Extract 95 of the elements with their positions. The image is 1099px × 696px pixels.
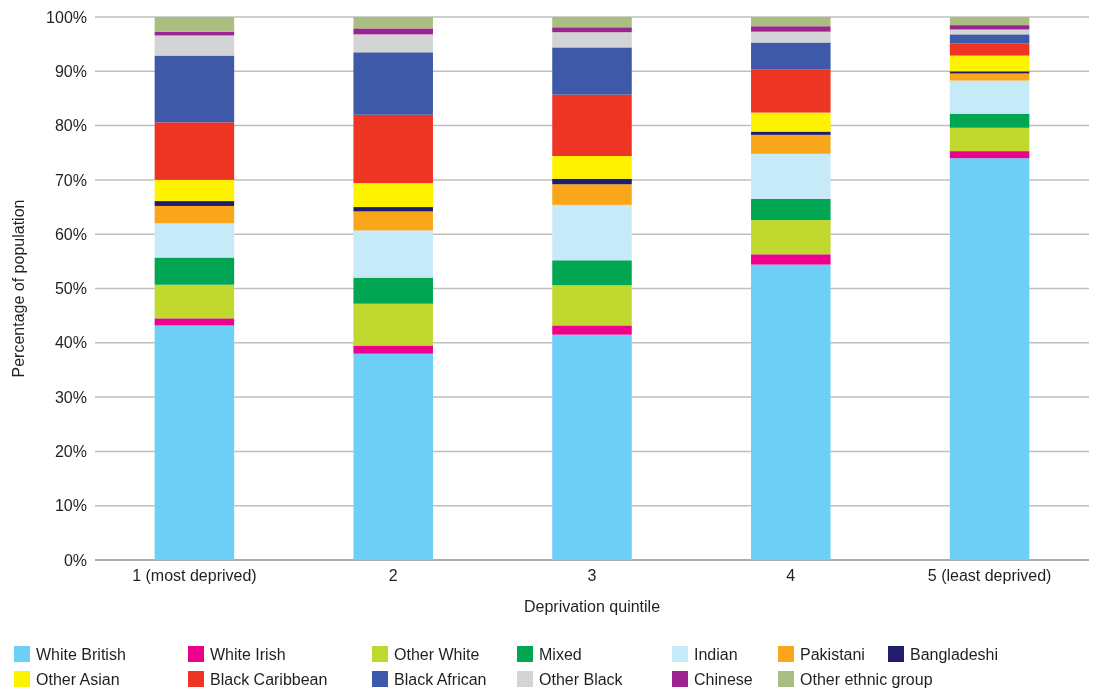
bar <box>353 211 433 231</box>
bar <box>353 17 433 29</box>
bar <box>353 277 433 304</box>
bar <box>751 220 831 255</box>
bar <box>552 32 632 48</box>
bar <box>154 122 235 180</box>
bar <box>353 345 433 354</box>
bar <box>552 334 632 560</box>
bar <box>154 17 235 32</box>
bar <box>949 17 1030 26</box>
bar <box>751 69 831 113</box>
bar <box>552 204 632 261</box>
legend-label: White British <box>36 646 126 663</box>
bar <box>353 207 433 212</box>
bar <box>552 325 632 335</box>
bar <box>949 151 1030 159</box>
bar <box>552 17 632 28</box>
bar <box>154 55 235 123</box>
y-tick-label: 60% <box>54 225 87 243</box>
bar <box>552 156 632 179</box>
y-tick-label: 100% <box>46 8 87 26</box>
bar <box>154 205 235 224</box>
bar <box>154 201 235 206</box>
bar <box>154 223 235 258</box>
bar <box>949 29 1030 35</box>
bar <box>353 303 433 346</box>
legend-label: Other White <box>394 646 480 663</box>
bar <box>751 31 831 43</box>
y-tick-label: 50% <box>54 280 87 298</box>
bar <box>949 158 1030 560</box>
bar <box>949 34 1030 44</box>
bar <box>353 353 433 560</box>
y-tick-label: 30% <box>54 388 87 406</box>
bar <box>949 55 1030 72</box>
legend-label: Other ethnic group <box>800 671 933 688</box>
legend-label: Other Asian <box>36 671 120 688</box>
bar <box>353 34 433 53</box>
bar <box>751 134 831 154</box>
bar <box>949 73 1030 81</box>
legend-label: Bangladeshi <box>910 646 999 663</box>
x-tick-label: 3 <box>587 567 597 585</box>
bar <box>154 284 235 319</box>
y-tick-label: 90% <box>54 62 87 80</box>
bar <box>552 178 632 185</box>
bar <box>552 47 632 95</box>
bar <box>949 43 1030 56</box>
bar <box>353 28 433 35</box>
bar <box>949 25 1030 30</box>
x-axis-title: Deprivation quintile <box>523 598 661 615</box>
bar <box>353 230 433 278</box>
y-tick-label: 80% <box>54 117 87 135</box>
bar <box>154 257 235 285</box>
bar <box>154 179 235 202</box>
legend-label: White Irish <box>210 646 286 663</box>
bar <box>949 113 1030 128</box>
legend-label: Black African <box>394 671 487 688</box>
bar <box>949 71 1030 74</box>
bar <box>949 127 1030 152</box>
bar <box>353 52 433 115</box>
bar <box>751 153 831 199</box>
bar <box>751 112 831 132</box>
y-tick-label: 0% <box>63 551 87 569</box>
bar <box>353 114 433 184</box>
legend-label: Mixed <box>539 646 582 663</box>
y-tick-label: 70% <box>54 171 87 189</box>
legend-label: Other Black <box>539 671 624 688</box>
bar <box>154 325 235 560</box>
legend-label: Chinese <box>694 671 753 688</box>
legend-label: Pakistani <box>800 646 865 663</box>
legend-label: Black Caribbean <box>210 671 328 688</box>
x-tick-label: 5 (least deprived) <box>927 567 1052 585</box>
x-tick-label: 2 <box>388 567 398 585</box>
x-tick-label: 4 <box>786 567 796 585</box>
bar <box>751 42 831 70</box>
bar <box>154 35 235 56</box>
y-tick-label: 20% <box>54 443 87 461</box>
bar <box>751 264 831 560</box>
bar <box>154 318 235 326</box>
bar <box>552 260 632 286</box>
bar <box>552 94 632 157</box>
bar <box>353 183 433 208</box>
y-tick-label: 40% <box>54 334 87 352</box>
legend-label: Indian <box>694 646 738 663</box>
bar <box>751 26 831 32</box>
bar <box>949 80 1030 114</box>
bar <box>751 131 831 135</box>
bar <box>751 254 831 265</box>
y-axis-title: Percentage of population <box>10 199 27 378</box>
bar <box>552 285 632 326</box>
bar <box>552 27 632 33</box>
bar <box>751 17 831 27</box>
bar <box>751 198 831 221</box>
y-tick-label: 10% <box>54 497 87 515</box>
bar <box>552 184 632 205</box>
x-tick-label: 1 (most deprived) <box>132 567 257 585</box>
